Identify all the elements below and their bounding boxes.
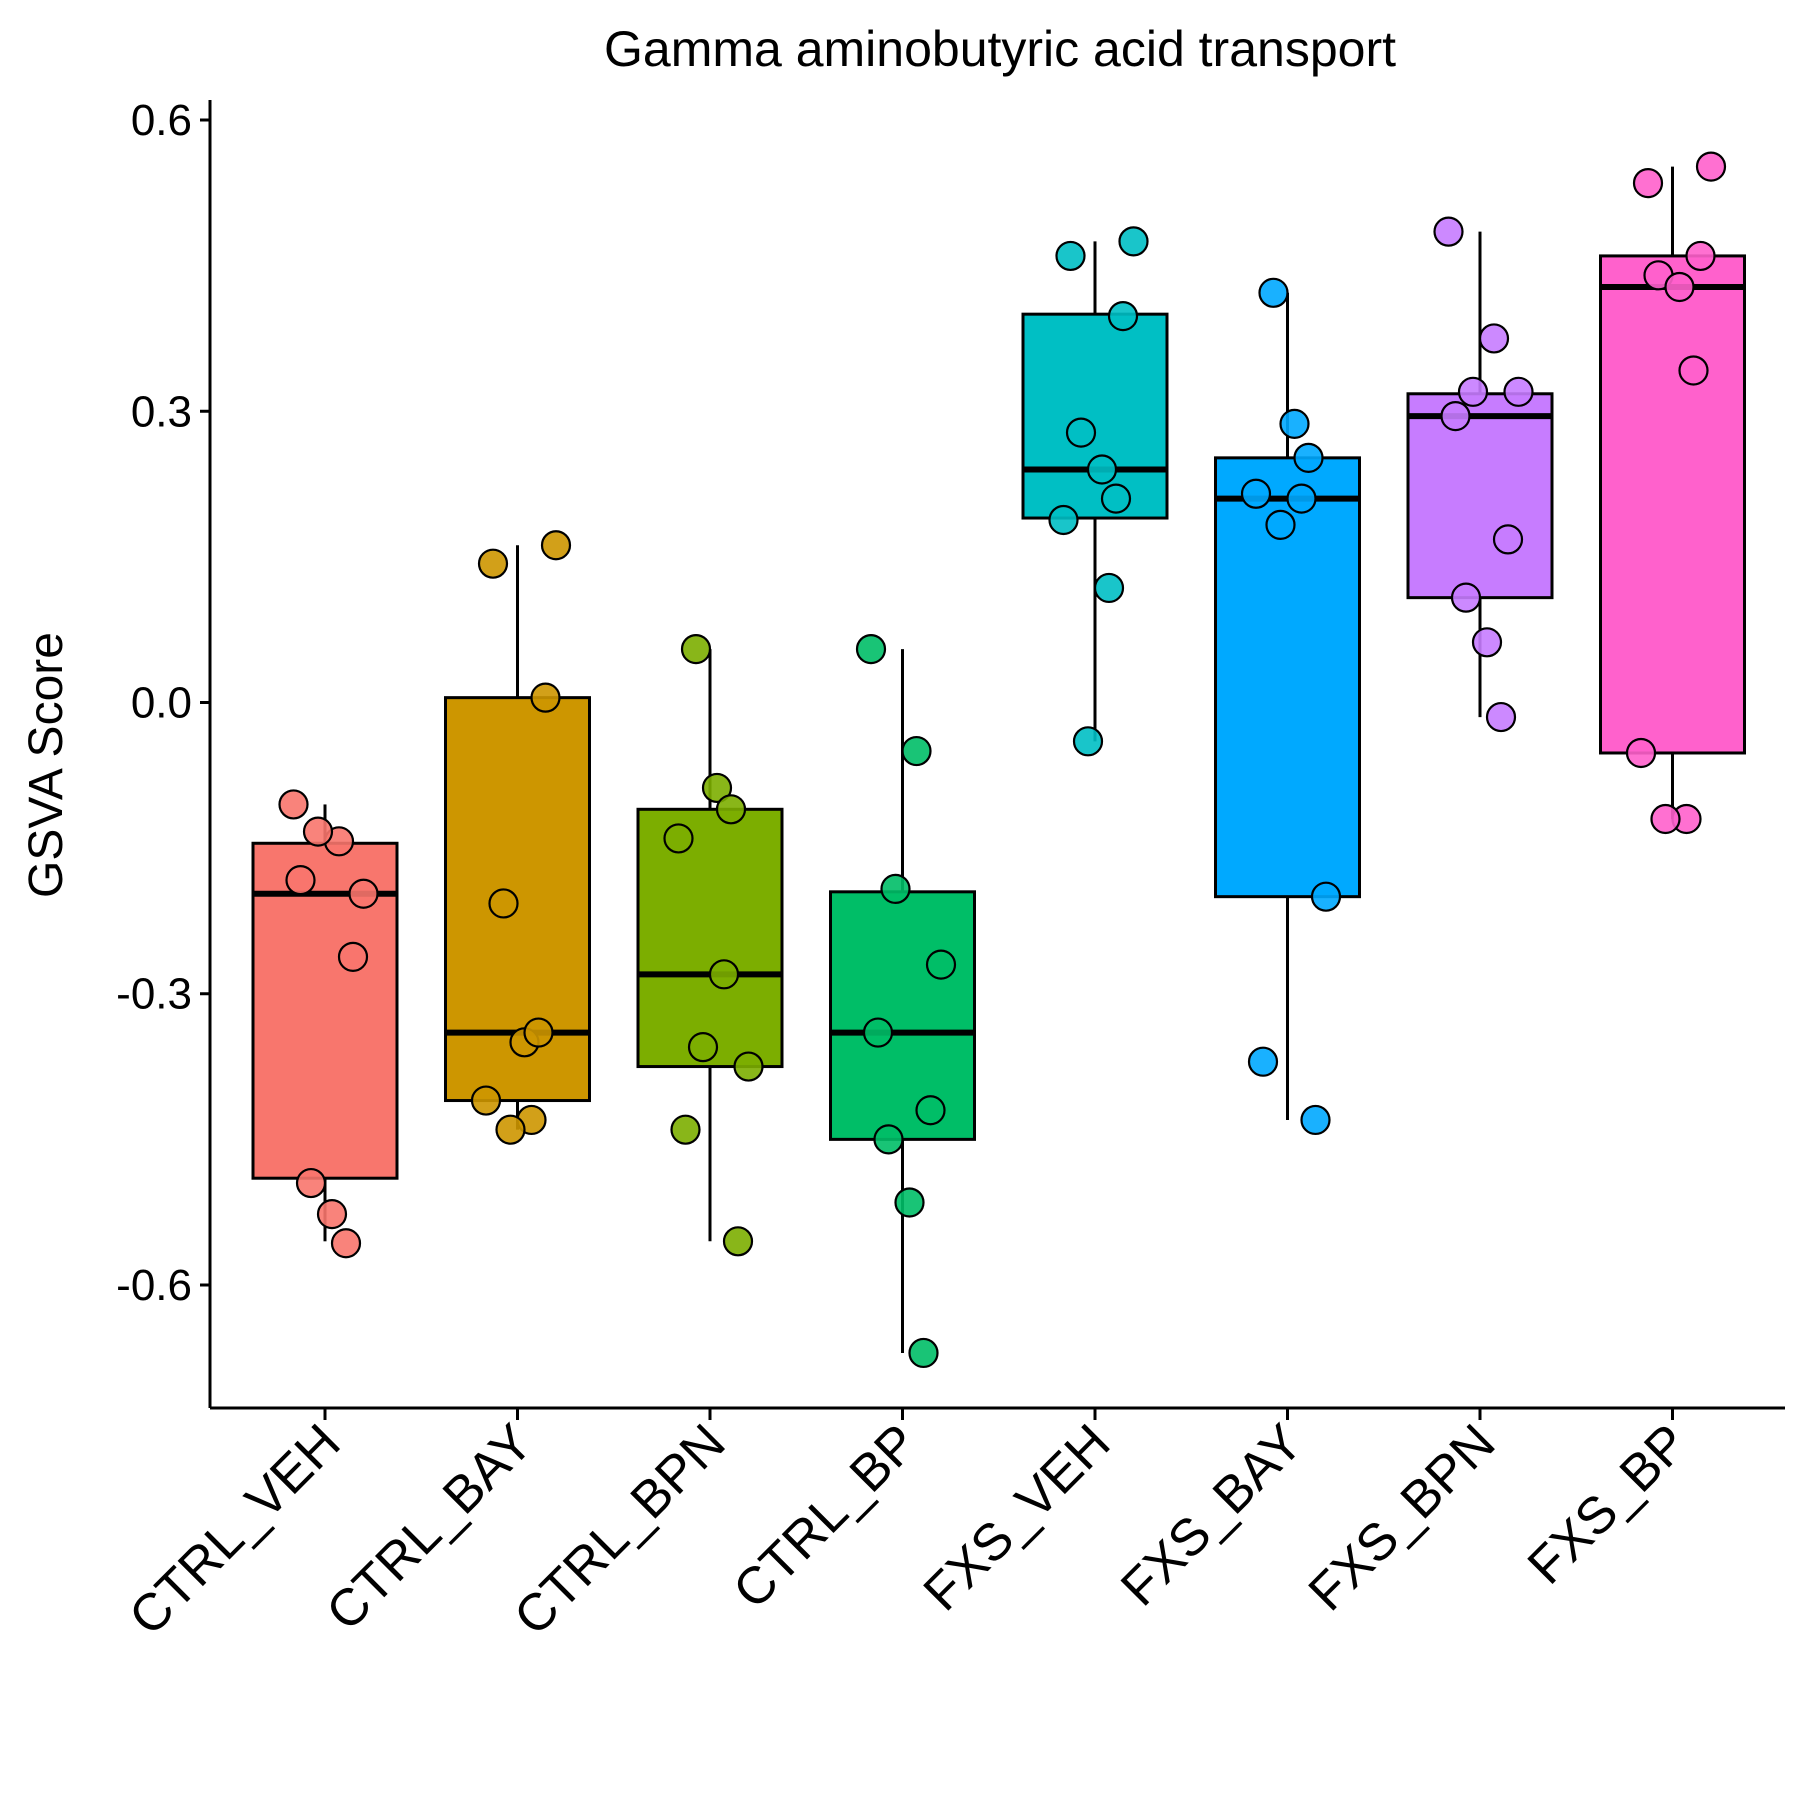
data-point xyxy=(1685,240,1716,272)
data-point xyxy=(1440,401,1471,432)
data-point xyxy=(1247,1046,1279,1077)
data-point xyxy=(316,1199,348,1230)
data-point xyxy=(873,1124,904,1155)
data-point xyxy=(1471,627,1503,658)
data-point xyxy=(330,1228,362,1259)
data-point xyxy=(488,888,519,919)
data-point xyxy=(540,530,572,561)
data-point xyxy=(1650,803,1681,835)
data-point xyxy=(1457,376,1489,407)
data-point xyxy=(1485,701,1517,733)
data-point xyxy=(1678,355,1709,386)
y-ticks: 0.6 0.3 0.0 -0.3 -0.6 xyxy=(116,96,210,1310)
data-point xyxy=(733,1051,764,1082)
y-tick-label: 0.3 xyxy=(131,387,192,436)
data-point xyxy=(495,1114,526,1145)
data-point xyxy=(1492,524,1524,555)
data-point xyxy=(1100,483,1132,514)
data-point xyxy=(1086,454,1118,485)
data-point xyxy=(1695,151,1727,182)
data-point xyxy=(1286,483,1317,514)
box-fxs-bp xyxy=(1599,166,1746,819)
data-point xyxy=(302,816,334,847)
data-point xyxy=(1265,509,1296,540)
data-point xyxy=(1664,271,1695,303)
data-point xyxy=(1107,301,1139,332)
data-point xyxy=(1072,726,1104,757)
data-point xyxy=(1048,504,1079,536)
x-tick-label: CTRL_VEH xyxy=(118,1413,351,1646)
data-point xyxy=(687,1032,719,1063)
data-point xyxy=(1625,737,1657,769)
data-point xyxy=(715,794,747,825)
x-tick-label: FXS_VEH xyxy=(913,1413,1122,1622)
data-point xyxy=(1118,226,1149,257)
y-tick-label: 0.0 xyxy=(131,679,192,728)
data-point xyxy=(477,548,509,579)
x-ticks: CTRL_VEHCTRL_BAYCTRL_BPNCTRL_BPFXS_VEHFX… xyxy=(118,1408,1699,1647)
data-point xyxy=(1240,478,1272,509)
data-point xyxy=(908,1337,939,1369)
boxes-layer xyxy=(251,166,1746,1353)
data-point xyxy=(1065,417,1097,448)
data-point xyxy=(862,1017,894,1048)
data-point xyxy=(348,878,379,909)
x-tick-label: FXS_BP xyxy=(1517,1413,1699,1595)
data-point xyxy=(1293,442,1324,473)
data-point xyxy=(701,772,733,804)
x-tick-label: FXS_BAY xyxy=(1110,1413,1314,1617)
data-point xyxy=(894,1187,925,1218)
x-tick-label: CTRL_BPN xyxy=(503,1413,736,1646)
data-point xyxy=(470,1085,502,1116)
data-point xyxy=(1632,168,1664,199)
box-ctrl-bp xyxy=(829,649,976,1353)
data-point xyxy=(1503,376,1534,407)
data-point xyxy=(1310,881,1342,912)
box-ctrl-bpn xyxy=(636,649,784,1242)
data-point xyxy=(1300,1104,1331,1136)
y-tick-label: -0.3 xyxy=(116,970,192,1019)
box-body xyxy=(1021,312,1169,520)
data-point xyxy=(285,865,316,896)
data-point xyxy=(680,634,712,665)
data-point xyxy=(1433,216,1464,247)
data-point xyxy=(278,789,309,820)
box-body xyxy=(1599,254,1746,755)
y-tick-label: -0.6 xyxy=(116,1261,192,1310)
box-body xyxy=(636,807,784,1069)
data-point xyxy=(915,1095,946,1126)
axes-layer xyxy=(208,100,1785,1410)
box-fxs-bpn xyxy=(1406,231,1554,718)
x-tick-label: FXS_BPN xyxy=(1298,1413,1507,1622)
y-tick-label: 0.6 xyxy=(131,96,192,145)
box-body xyxy=(1406,392,1554,600)
data-point xyxy=(670,1114,701,1145)
data-point xyxy=(901,735,932,767)
y-axis-label: GSVA Score xyxy=(20,632,73,898)
data-point xyxy=(722,1226,754,1257)
box-body xyxy=(829,890,976,1141)
data-point xyxy=(295,1167,327,1199)
points-layer xyxy=(278,151,1727,1369)
data-point xyxy=(663,823,694,854)
data-point xyxy=(1055,240,1086,272)
box-fxs-veh xyxy=(1021,241,1169,742)
data-point xyxy=(337,941,369,972)
data-point xyxy=(1258,277,1289,308)
x-tick-label: CTRL_BP xyxy=(722,1413,929,1620)
data-point xyxy=(523,1017,554,1048)
data-point xyxy=(530,682,561,713)
data-point xyxy=(1478,323,1510,354)
data-point xyxy=(925,949,957,980)
data-point xyxy=(708,959,740,990)
box-ctrl-veh xyxy=(251,804,399,1242)
data-point xyxy=(1279,408,1310,439)
data-point xyxy=(1450,582,1482,613)
data-point xyxy=(1093,572,1125,604)
data-point xyxy=(855,634,887,665)
chart-title: Gamma aminobutyric acid transport xyxy=(604,21,1396,77)
data-point xyxy=(880,873,911,904)
